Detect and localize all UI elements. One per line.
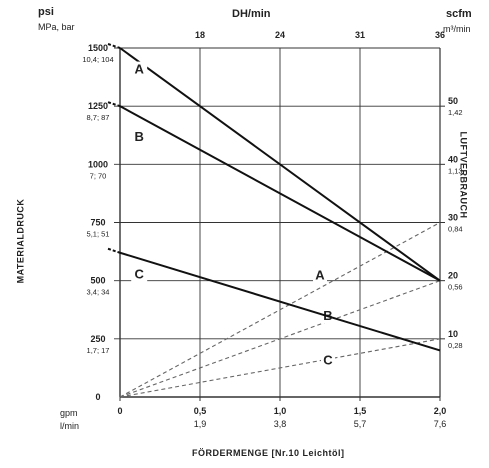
- y-tick-sublabel: 3,4; 34: [87, 288, 110, 297]
- left-unit-primary: psi: [38, 6, 54, 18]
- right-tick-label: 20: [448, 271, 458, 281]
- y-tick-label: 500: [90, 276, 105, 286]
- y-tick-sublabel: 7; 70: [90, 171, 107, 180]
- grid-layer: [114, 47, 441, 398]
- y-tick-sublabel: 10,4; 104: [82, 55, 113, 64]
- x-tick-sublabel: 5,7: [354, 419, 367, 429]
- right-tick-sublabel: 0,56: [448, 283, 463, 292]
- x-tick-label: 0: [117, 406, 122, 416]
- right-tick-sublabel: 0,28: [448, 341, 463, 350]
- bottom-axis-title: FÖRDERMENGE [Nr.10 Leichtöl]: [192, 448, 345, 458]
- air-label-bg: [321, 353, 335, 368]
- right-tick-label: 10: [448, 329, 458, 339]
- x-tick-label: 1,0: [274, 406, 287, 416]
- pressure-line-a: [119, 47, 441, 282]
- pressure-line-stub: [107, 43, 121, 49]
- y-tick-sublabel: 8,7; 87: [87, 113, 110, 122]
- x-tick-sublabel: 7,6: [434, 419, 447, 429]
- pressure-label-bg: [131, 61, 148, 78]
- y-tick-label: 1000: [88, 159, 108, 169]
- pressure-line-c: [119, 251, 441, 352]
- left-unit-secondary: MPa, bar: [38, 22, 75, 32]
- right-tick-label: 50: [448, 96, 458, 106]
- right-unit-primary: scfm: [446, 8, 472, 20]
- air-series-label-a: A: [315, 267, 325, 282]
- right-axis-title: LUFTVERBRAUCH: [458, 131, 469, 219]
- right-tick-sublabel: 0,84: [448, 225, 463, 234]
- left-axis-title: MATERIALDRUCK: [15, 198, 26, 284]
- top-axis-label: DH/min: [232, 8, 271, 20]
- air-series-label-c: C: [323, 352, 333, 367]
- pressure-line-stub: [107, 247, 121, 254]
- y-tick-label: 1250: [88, 101, 108, 111]
- bottom-unit-row1: gpm: [60, 408, 78, 418]
- right-tick-sublabel: 1,42: [448, 108, 463, 117]
- tick-layer: 0 0,5 1,9 1,0 3,8 1,5 5,7 2,0 7,6 18 24 31 36 1500 10,…: [82, 30, 462, 429]
- x-tick-label: 1,5: [354, 406, 367, 416]
- pressure-series-label-b: B: [135, 129, 144, 144]
- right-tick-label: 40: [448, 154, 458, 164]
- y-tick-sublabel: 1,7; 17: [87, 346, 110, 355]
- air-line-c: [119, 338, 441, 398]
- top-tick-label: 24: [275, 30, 285, 40]
- y-tick-label: 1500: [88, 43, 108, 53]
- pressure-line-stub: [107, 101, 121, 108]
- right-unit-secondary: m³/min: [443, 24, 471, 34]
- right-tick-sublabel: 1,13: [448, 166, 463, 175]
- y-tick-label: 0: [95, 392, 100, 402]
- air-line-b: [119, 280, 441, 398]
- x-tick-sublabel: 1,9: [194, 419, 207, 429]
- right-tick-label: 30: [448, 213, 458, 223]
- bottom-unit-row2: l/min: [60, 421, 80, 431]
- y-tick-label: 250: [90, 334, 105, 344]
- top-tick-label: 36: [435, 30, 445, 40]
- pressure-label-bg: [131, 129, 148, 146]
- pressure-lines: A B C: [107, 43, 441, 352]
- pressure-series-label-c: C: [135, 266, 145, 281]
- y-tick-sublabel: 5,1; 51: [87, 230, 110, 239]
- pressure-series-label-a: A: [135, 62, 145, 77]
- x-tick-label: 0,5: [194, 406, 207, 416]
- x-tick-label: 2,0: [434, 406, 447, 416]
- air-label-bg: [313, 268, 327, 283]
- top-tick-label: 18: [195, 30, 205, 40]
- x-tick-sublabel: 3,8: [274, 419, 287, 429]
- top-tick-label: 31: [355, 30, 365, 40]
- pressure-line-b: [119, 105, 441, 282]
- y-tick-label: 750: [90, 218, 105, 228]
- pressure-label-bg: [131, 266, 148, 283]
